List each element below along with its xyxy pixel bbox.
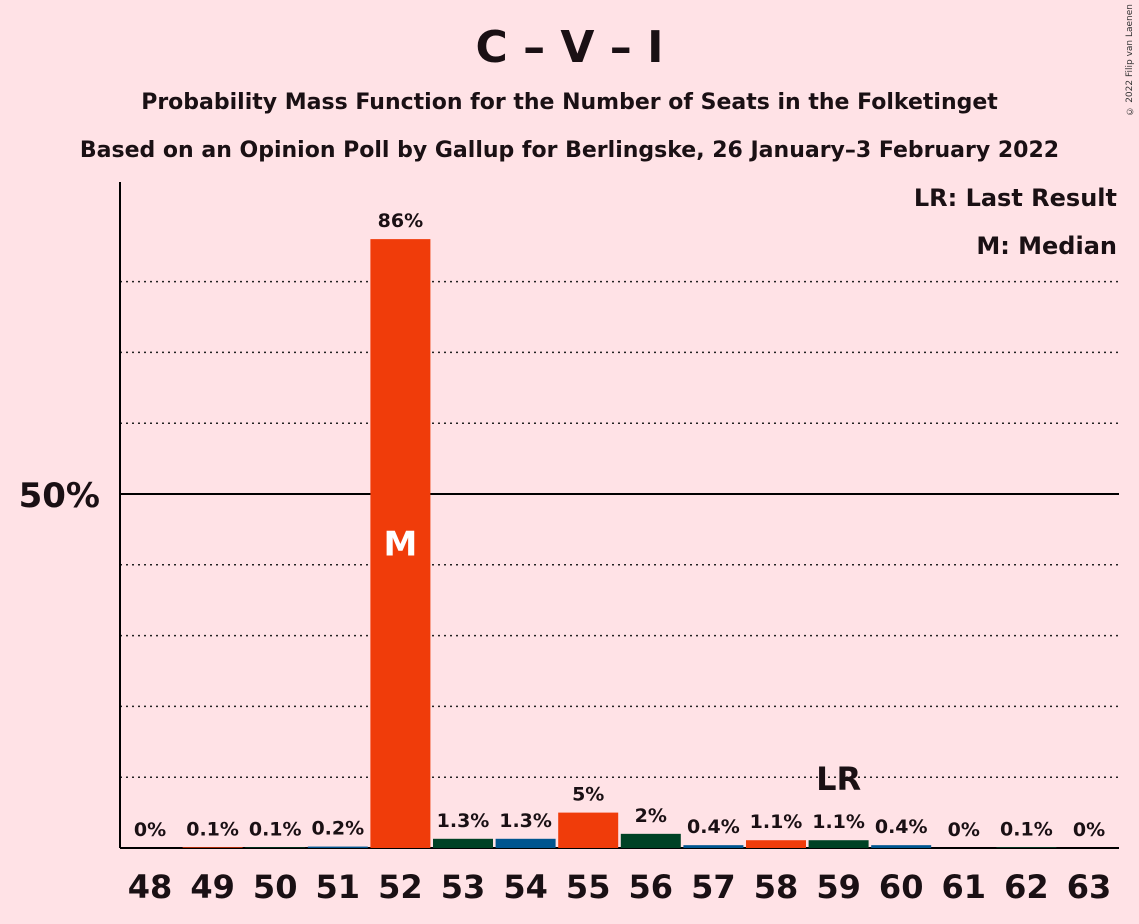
y-tick-label: 50%: [19, 476, 100, 516]
x-tick-label-61: 61: [942, 868, 987, 906]
data-label-60: 0.4%: [875, 816, 928, 838]
bar-58: [746, 840, 806, 848]
x-tick-label-48: 48: [128, 868, 173, 906]
bar-54: [495, 838, 556, 848]
median-marker: M: [383, 525, 417, 565]
data-label-57: 0.4%: [687, 816, 740, 838]
x-tick-label-58: 58: [754, 868, 799, 906]
chart-source-line: Based on an Opinion Poll by Gallup for B…: [79, 138, 1060, 163]
x-tick-label-52: 52: [378, 868, 423, 906]
data-label-62: 0.1%: [1000, 818, 1053, 840]
bar-50: [245, 847, 306, 848]
data-label-53: 1.3%: [437, 810, 490, 832]
bar-53: [433, 838, 493, 848]
bar-52: [370, 239, 431, 848]
bar-57: [683, 845, 744, 848]
data-label-48: 0%: [134, 819, 166, 841]
bar-51: [307, 846, 368, 848]
x-tick-label-57: 57: [691, 868, 736, 906]
legend-last-result: LR: Last Result: [913, 184, 1117, 212]
data-label-54: 1.3%: [499, 810, 552, 832]
data-label-49: 0.1%: [186, 818, 239, 840]
bar-55: [558, 812, 619, 848]
data-label-51: 0.2%: [311, 818, 364, 840]
data-label-58: 1.1%: [750, 811, 803, 833]
x-tick-label-54: 54: [503, 868, 548, 906]
bar-49: [182, 847, 243, 848]
x-tick-label-55: 55: [566, 868, 611, 906]
x-tick-label-56: 56: [629, 868, 674, 906]
bar-62: [996, 847, 1057, 848]
x-tick-label-63: 63: [1067, 868, 1112, 906]
x-tick-label-49: 49: [190, 868, 235, 906]
chart-title: C – V – I: [475, 22, 664, 73]
data-label-56: 2%: [635, 805, 667, 827]
legend-median: M: Median: [976, 232, 1117, 260]
x-tick-label-51: 51: [316, 868, 361, 906]
data-label-61: 0%: [948, 819, 980, 841]
last-result-marker: LR: [816, 760, 861, 798]
data-label-52: 86%: [378, 210, 423, 232]
bar-59: [808, 840, 869, 848]
chart-subtitle: Probability Mass Function for the Number…: [141, 90, 998, 115]
x-tick-label-60: 60: [879, 868, 924, 906]
x-tick-label-50: 50: [253, 868, 298, 906]
bar-60: [871, 845, 932, 848]
data-label-55: 5%: [572, 784, 604, 806]
x-tick-label-53: 53: [441, 868, 486, 906]
data-label-50: 0.1%: [249, 818, 302, 840]
x-tick-label-62: 62: [1004, 868, 1049, 906]
data-label-63: 0%: [1073, 819, 1105, 841]
data-label-59: 1.1%: [812, 811, 865, 833]
bar-56: [620, 833, 681, 848]
x-tick-label-59: 59: [816, 868, 861, 906]
